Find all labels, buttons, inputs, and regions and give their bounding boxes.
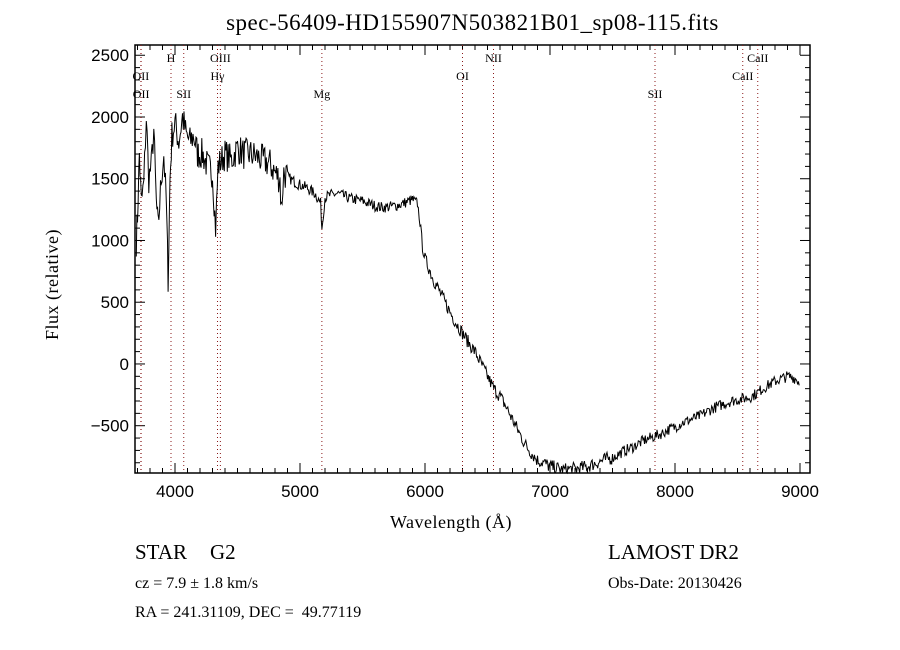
y-tick-label: 1500 — [91, 170, 129, 189]
spectral-line-label: SII — [648, 87, 663, 101]
object-class: STAR — [135, 540, 187, 564]
redshift-cz: cz = 7.9 ± 1.8 km/s — [135, 575, 259, 592]
x-tick-label: 9000 — [781, 482, 819, 501]
spectrum-line — [135, 111, 800, 475]
x-axis-label: Wavelength (Å) — [390, 512, 513, 532]
spectral-line-label: SII — [176, 87, 191, 101]
spectral-line-label: OII — [133, 69, 150, 83]
x-tick-label: 4000 — [156, 482, 194, 501]
y-tick-label: −500 — [91, 417, 129, 436]
y-tick-label: 500 — [101, 293, 129, 312]
spectral-line-label: NII — [485, 51, 502, 65]
y-axis-label: Flux (relative) — [42, 229, 62, 340]
spectral-line-label: Hγ — [211, 69, 226, 83]
plot-frame — [134, 44, 811, 474]
y-tick-label: 0 — [120, 355, 129, 374]
spectral-line-label: OII — [133, 87, 150, 101]
y-tick-label: 2000 — [91, 108, 129, 127]
obs-date: Obs-Date: 20130426 — [608, 575, 742, 592]
x-tick-label: 7000 — [531, 482, 569, 501]
spectral-line-label: CaII — [732, 69, 753, 83]
spectral-line-label: OI — [456, 69, 469, 83]
spectral-line-label: OIII — [210, 51, 231, 65]
object-subclass: G2 — [210, 540, 236, 564]
x-tick-label: 6000 — [406, 482, 444, 501]
y-tick-label: 2500 — [91, 46, 129, 65]
x-tick-label: 5000 — [281, 482, 319, 501]
spectral-line-label: Mg — [314, 87, 331, 101]
coordinates: RA = 241.31109, DEC = 49.77119 — [135, 604, 362, 621]
y-tick-label: 1000 — [91, 231, 129, 250]
chart-title: spec-56409-HD155907N503821B01_sp08-115.f… — [226, 10, 719, 35]
survey-name: LAMOST DR2 — [608, 540, 739, 564]
x-tick-label: 8000 — [656, 482, 694, 501]
spectral-line-label: CaII — [747, 51, 768, 65]
spectral-line-label: H — [167, 51, 176, 65]
